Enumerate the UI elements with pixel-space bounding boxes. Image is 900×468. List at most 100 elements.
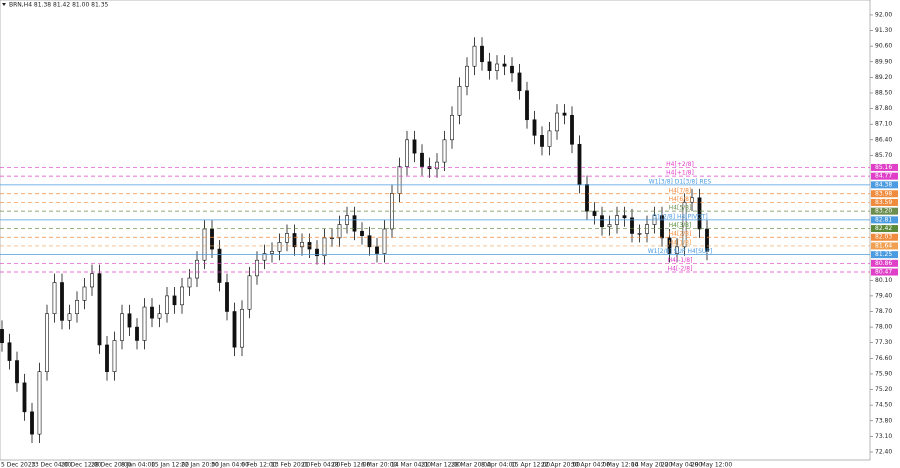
candle-body <box>90 273 94 288</box>
y-tick-label: 89.20 <box>875 74 892 81</box>
level-price-label: 82.81 <box>875 216 892 223</box>
candle-body <box>67 313 72 321</box>
level-name: W1[2/8] SUP H4[SUP] <box>648 248 713 255</box>
candle-body <box>52 282 57 315</box>
candle-body <box>225 282 229 312</box>
candle-body <box>705 228 709 252</box>
candle-body <box>472 45 477 67</box>
candle-body <box>450 114 454 141</box>
candle-body <box>697 197 702 230</box>
level-price-label: 80.47 <box>875 269 892 276</box>
candle-body <box>682 201 687 248</box>
level-price-label: 83.59 <box>875 199 892 206</box>
candle-body <box>7 342 12 361</box>
candle-body <box>127 313 132 328</box>
x-tick-label: 28 Mar 20:00 <box>451 462 491 468</box>
candle-body <box>622 215 627 219</box>
y-tick-label: 75.20 <box>875 386 892 393</box>
candle-body <box>112 340 117 373</box>
candle-body <box>22 382 27 413</box>
level-price-box <box>871 268 898 276</box>
x-tick-label: 13 Feb 20:00 <box>271 462 311 468</box>
candle-body <box>300 242 304 248</box>
x-tick-label: 30 Jan 04:00 <box>211 462 249 468</box>
level-price-box <box>871 233 898 241</box>
level-name: H4[2/8] <box>669 231 692 238</box>
y-tick-label: 90.60 <box>875 43 892 50</box>
candle-body <box>135 326 139 341</box>
candle-body <box>382 228 387 254</box>
candle-body <box>232 311 237 348</box>
candle-body <box>510 65 514 74</box>
y-tick-label: 88.50 <box>875 89 892 96</box>
candle-body <box>435 161 439 170</box>
x-tick-label: 6 Mar 20:00 <box>361 462 397 468</box>
candle-body <box>157 313 162 319</box>
x-tick-label: 15 Apr 12:00 <box>511 462 550 468</box>
y-tick-label: 76.60 <box>875 355 892 362</box>
y-tick-label: 73.10 <box>875 433 892 440</box>
x-tick-label: 20 Dec 12:00 <box>61 462 102 468</box>
x-tick-label: 28 Dec 20:00 <box>91 462 132 468</box>
candle-body <box>480 45 484 63</box>
candle-body <box>585 184 589 212</box>
candle-body <box>37 371 42 435</box>
level-price-label: 81.25 <box>875 251 892 258</box>
y-tick-label: 85.70 <box>875 152 892 159</box>
x-tick-label: 28 Feb 12:00 <box>331 462 371 468</box>
candle-body <box>15 360 19 384</box>
candle-body <box>412 139 417 154</box>
y-tick-label: 89.90 <box>875 58 892 65</box>
y-tick-label: 91.30 <box>875 27 892 34</box>
candle-body <box>277 242 282 252</box>
x-tick-label: 21 Feb 04:00 <box>301 462 341 468</box>
candle-body <box>367 235 372 248</box>
candle-body <box>487 61 492 71</box>
candle-body <box>247 275 252 310</box>
level-name: H4[+2/8] <box>666 161 694 168</box>
candle-body <box>607 224 612 228</box>
candle-body <box>210 228 214 250</box>
candle-body <box>322 237 327 257</box>
x-tick-label: 29 May 12:00 <box>691 462 732 468</box>
candle-body <box>97 273 102 346</box>
x-tick-label: 7 May 12:00 <box>601 462 639 468</box>
x-tick-label: 14 Mar 04:00 <box>391 462 431 468</box>
candle-body <box>255 259 259 277</box>
candle-body <box>202 228 207 261</box>
x-tick-label: 22 Apr 20:00 <box>541 462 580 468</box>
candle-body <box>495 63 499 71</box>
candle-body <box>120 313 124 341</box>
y-tick-label: 92.00 <box>875 11 892 18</box>
level-price-box <box>871 198 898 206</box>
level-price-label: 81.64 <box>875 242 892 249</box>
candle-body <box>360 230 364 236</box>
candle-body <box>675 246 679 254</box>
candle-body <box>240 308 244 348</box>
x-tick-label: 22 May 04:00 <box>661 462 702 468</box>
x-tick-label: 15 Jan 12:00 <box>151 462 189 468</box>
candle-body <box>577 143 582 185</box>
candle-body <box>465 65 469 87</box>
level-name: H4[-2/8] <box>668 266 693 273</box>
candle-body <box>270 250 274 254</box>
level-price-box <box>871 163 898 171</box>
y-tick-label: 78.00 <box>875 324 892 331</box>
candle-body <box>45 313 49 373</box>
candle-body <box>517 72 522 92</box>
candle-body <box>525 90 529 121</box>
y-tick-label: 86.40 <box>875 136 892 143</box>
level-price-box <box>871 259 898 267</box>
candle-body <box>172 295 177 306</box>
level-name: H4[6/8] <box>669 196 692 203</box>
candle-body <box>420 152 424 167</box>
x-tick-label: 30 Apr 04:00 <box>571 462 610 468</box>
candle-body <box>405 139 409 167</box>
level-price-box <box>871 251 898 259</box>
level-price-box <box>871 190 898 198</box>
candle-body <box>555 112 559 132</box>
candle-body <box>30 411 34 435</box>
level-name: H4[+1/8] <box>666 170 694 177</box>
candle-body <box>397 166 402 194</box>
